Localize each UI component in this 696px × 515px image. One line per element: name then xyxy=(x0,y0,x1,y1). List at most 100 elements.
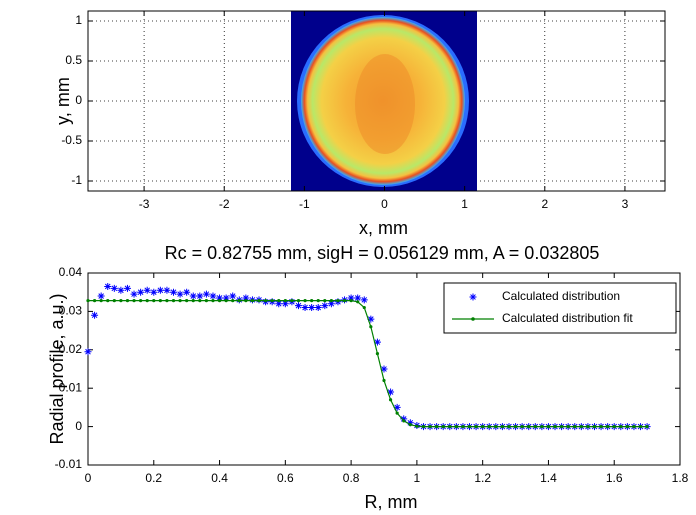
fit-point xyxy=(645,425,649,429)
fit-point xyxy=(158,299,162,303)
fit-point xyxy=(204,299,208,303)
fit-point xyxy=(106,299,110,303)
y-tick-label: 0 xyxy=(75,419,82,433)
y-axis-label: y, mm xyxy=(53,77,73,125)
fit-point xyxy=(178,299,182,303)
data-point xyxy=(347,294,355,302)
fit-point xyxy=(527,425,531,429)
data-point xyxy=(150,288,158,296)
axes-layer: -3 -2 -1 0 1 2 3-1-0.500.51x, mmy, mm0 0.2 0.4 0.… xyxy=(47,10,689,512)
data-point xyxy=(327,300,335,308)
x-tick-label: 0.6 xyxy=(277,471,294,485)
fit-point xyxy=(165,299,169,303)
fit-point xyxy=(217,299,222,303)
fit-point xyxy=(619,425,623,429)
fit-point xyxy=(579,425,583,429)
fit-point xyxy=(415,424,419,428)
x-tick-label: 0.4 xyxy=(211,471,228,485)
x-tick-label: 0.8 xyxy=(343,471,360,485)
data-point xyxy=(97,292,105,300)
fit-point xyxy=(296,299,301,303)
fit-point xyxy=(454,425,458,429)
fit-point xyxy=(303,299,307,303)
fit-point xyxy=(467,425,472,429)
data-point xyxy=(360,296,368,304)
legend-box xyxy=(443,282,677,334)
fit-point xyxy=(520,425,524,429)
fit-point xyxy=(224,299,228,303)
data-point xyxy=(380,365,388,373)
data-point xyxy=(373,338,381,346)
fit-point xyxy=(435,425,439,429)
data-point xyxy=(189,292,197,300)
fit-point xyxy=(290,299,294,303)
fit-point xyxy=(560,425,564,429)
x-tick-label: 1.4 xyxy=(540,471,557,485)
y-tick-label: 0 xyxy=(75,93,82,107)
data-point xyxy=(196,292,204,300)
data-point xyxy=(354,294,362,302)
fit-point xyxy=(310,299,314,303)
legend-label: Calculated distribution xyxy=(502,289,620,303)
fit-point xyxy=(375,352,380,356)
x-axis-label: x, mm xyxy=(359,218,408,238)
fit-point xyxy=(553,425,557,429)
axes-box xyxy=(87,10,666,192)
fit-point xyxy=(382,378,386,383)
fit-point xyxy=(211,299,215,303)
fit-point xyxy=(112,299,116,303)
fit-point xyxy=(283,299,287,303)
x-tick-label: 1 xyxy=(414,471,421,485)
data-point xyxy=(202,290,210,298)
fit-point xyxy=(408,423,412,427)
y-tick-label: 0.5 xyxy=(65,53,82,67)
x-tick-label: 0 xyxy=(85,471,92,485)
data-point xyxy=(163,286,171,294)
data-point xyxy=(387,388,395,396)
data-point xyxy=(229,292,237,300)
data-point xyxy=(84,348,92,356)
fit-point xyxy=(500,425,504,429)
x-tick-label: -3 xyxy=(139,197,150,211)
y-tick-label: -0.01 xyxy=(55,457,83,471)
data-point xyxy=(400,415,408,423)
fit-point xyxy=(612,425,616,429)
x-tick-label: 1.8 xyxy=(672,471,689,485)
fit-point xyxy=(237,299,241,303)
x-tick-label: 1.6 xyxy=(606,471,623,485)
fit-point xyxy=(625,425,629,429)
x-tick-label: 1 xyxy=(461,197,468,211)
y-tick-label: -0.5 xyxy=(61,133,82,147)
fit-point xyxy=(145,299,149,303)
x-tick-label: 3 xyxy=(622,197,629,211)
fit-point xyxy=(152,299,156,303)
x-tick-label: -1 xyxy=(299,197,310,211)
fit-point xyxy=(250,299,255,303)
fit-point xyxy=(191,299,195,303)
fit-point xyxy=(198,299,202,303)
beam-image xyxy=(291,11,477,191)
fit-point xyxy=(546,425,551,429)
fit-point xyxy=(402,419,406,423)
legend-dot xyxy=(471,317,475,321)
data-point xyxy=(117,286,125,294)
data-point xyxy=(216,294,224,302)
data-point xyxy=(367,315,375,323)
fit-point xyxy=(566,425,570,429)
image-core xyxy=(355,54,415,154)
data-point xyxy=(314,304,322,312)
fit-point xyxy=(461,425,465,429)
fit-point xyxy=(540,425,544,429)
fit-point xyxy=(481,425,485,429)
data-point xyxy=(308,304,316,312)
fit-point xyxy=(395,411,399,415)
data-point xyxy=(130,290,138,298)
data-point xyxy=(242,294,250,302)
fit-point xyxy=(119,299,123,303)
data-point xyxy=(123,284,131,292)
fit-point xyxy=(125,299,130,303)
chart-title: Rc = 0.82755 mm, sigH = 0.056129 mm, A =… xyxy=(165,243,600,263)
x-tick-label: 0 xyxy=(381,197,388,211)
